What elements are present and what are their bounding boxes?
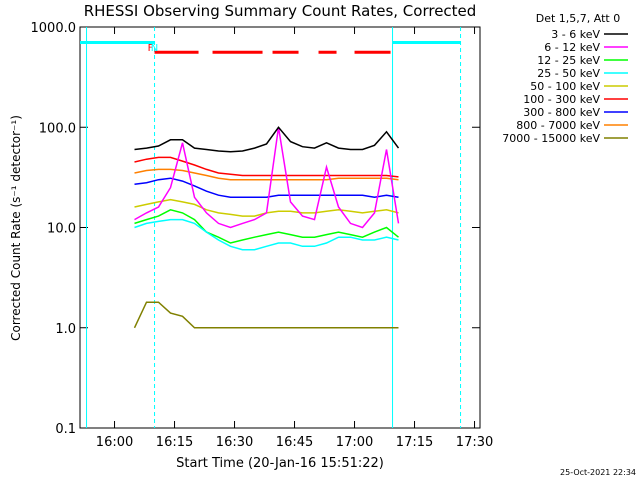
y-tick-label: 0.1 [55,422,76,437]
series-line [134,209,399,244]
timestamp: 25-Oct-2021 22:34 [560,468,636,477]
x-tick-label: 16:45 [276,435,313,450]
series-line [134,218,399,251]
legend-entry-label: 25 - 50 keV [537,67,600,80]
annotation-label: F [148,43,154,54]
y-tick-label: 1.0 [55,322,76,337]
annotation-label: N [151,43,158,54]
x-axis: 16:00 16:15 16:30 16:45 17:00 17:15 17:30 [96,27,493,450]
x-tick-label: 16:00 [96,435,133,450]
x-tick-label: 17:15 [396,435,433,450]
x-tick-label: 17:00 [336,435,373,450]
legend-entry-label: 800 - 7000 keV [516,119,600,132]
y-axis: 0.1 1.0 10.0 100.0 1000.0 [31,21,480,437]
orbit-boundary-lines [86,27,462,428]
legend-entry-label: 300 - 800 keV [523,106,600,119]
legend-entry-label: 12 - 25 keV [537,54,600,67]
y-tick-label: 100.0 [39,121,76,136]
legend-entry-label: 7000 - 15000 keV [502,132,600,145]
series-line [134,177,399,199]
series-line [134,127,400,229]
x-axis-label: Start Time (20-Jan-16 15:51:22) [176,456,384,471]
legend-entry-label: 50 - 100 keV [530,80,600,93]
x-tick-label: 16:15 [156,435,193,450]
y-axis-label: Corrected Count Rate (s⁻¹ detector⁻¹) [9,115,23,341]
flag-bars [80,41,461,54]
series-line [134,168,399,181]
series-line [134,126,400,153]
y-tick-label: 1000.0 [31,21,77,36]
y-tick-label: 10.0 [47,222,76,237]
legend-entry-label: 100 - 300 keV [523,93,600,106]
x-tick-label: 17:30 [456,435,493,450]
series-line [133,301,399,329]
legend-entry-label: 3 - 6 keV [551,28,600,41]
legend-entry-label: 6 - 12 keV [544,41,600,54]
annotations: FN [148,43,159,54]
x-tick-label: 16:30 [216,435,253,450]
series-group [133,126,400,329]
legend-header: Det 1,5,7, Att 0 [536,12,620,25]
chart-title: RHESSI Observing Summary Count Rates, Co… [84,2,477,20]
